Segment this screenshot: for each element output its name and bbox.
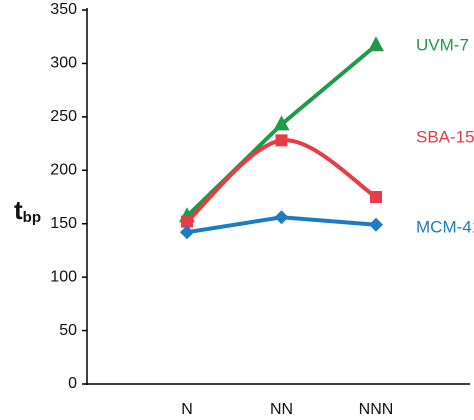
x-tick-label: NN <box>270 401 293 418</box>
x-tick-label: NNN <box>359 401 394 418</box>
y-axis-label: tbp <box>14 195 41 226</box>
y-tick-label: 250 <box>50 108 77 125</box>
y-tick-label: 200 <box>50 162 77 179</box>
series-label: UVM-7 <box>416 35 469 54</box>
y-label-main: t <box>14 195 23 225</box>
series-label: SBA-15 <box>416 127 474 146</box>
y-label-sub: bp <box>23 209 41 226</box>
y-tick-label: 300 <box>50 55 77 72</box>
marker <box>181 215 193 228</box>
marker <box>368 36 384 52</box>
marker <box>275 134 288 147</box>
marker <box>273 115 290 131</box>
marker <box>180 225 194 240</box>
marker <box>274 210 289 225</box>
y-tick-label: 0 <box>68 375 77 392</box>
y-tick-label: 100 <box>50 268 77 285</box>
marker <box>370 191 382 203</box>
series-label: MCM-41 <box>416 217 474 236</box>
y-tick-label: 50 <box>59 322 77 339</box>
y-tick-label: 150 <box>50 215 77 232</box>
y-tick-label: 350 <box>50 1 77 18</box>
series-line <box>185 138 378 224</box>
marker <box>369 217 383 232</box>
x-tick-label: N <box>181 401 193 418</box>
